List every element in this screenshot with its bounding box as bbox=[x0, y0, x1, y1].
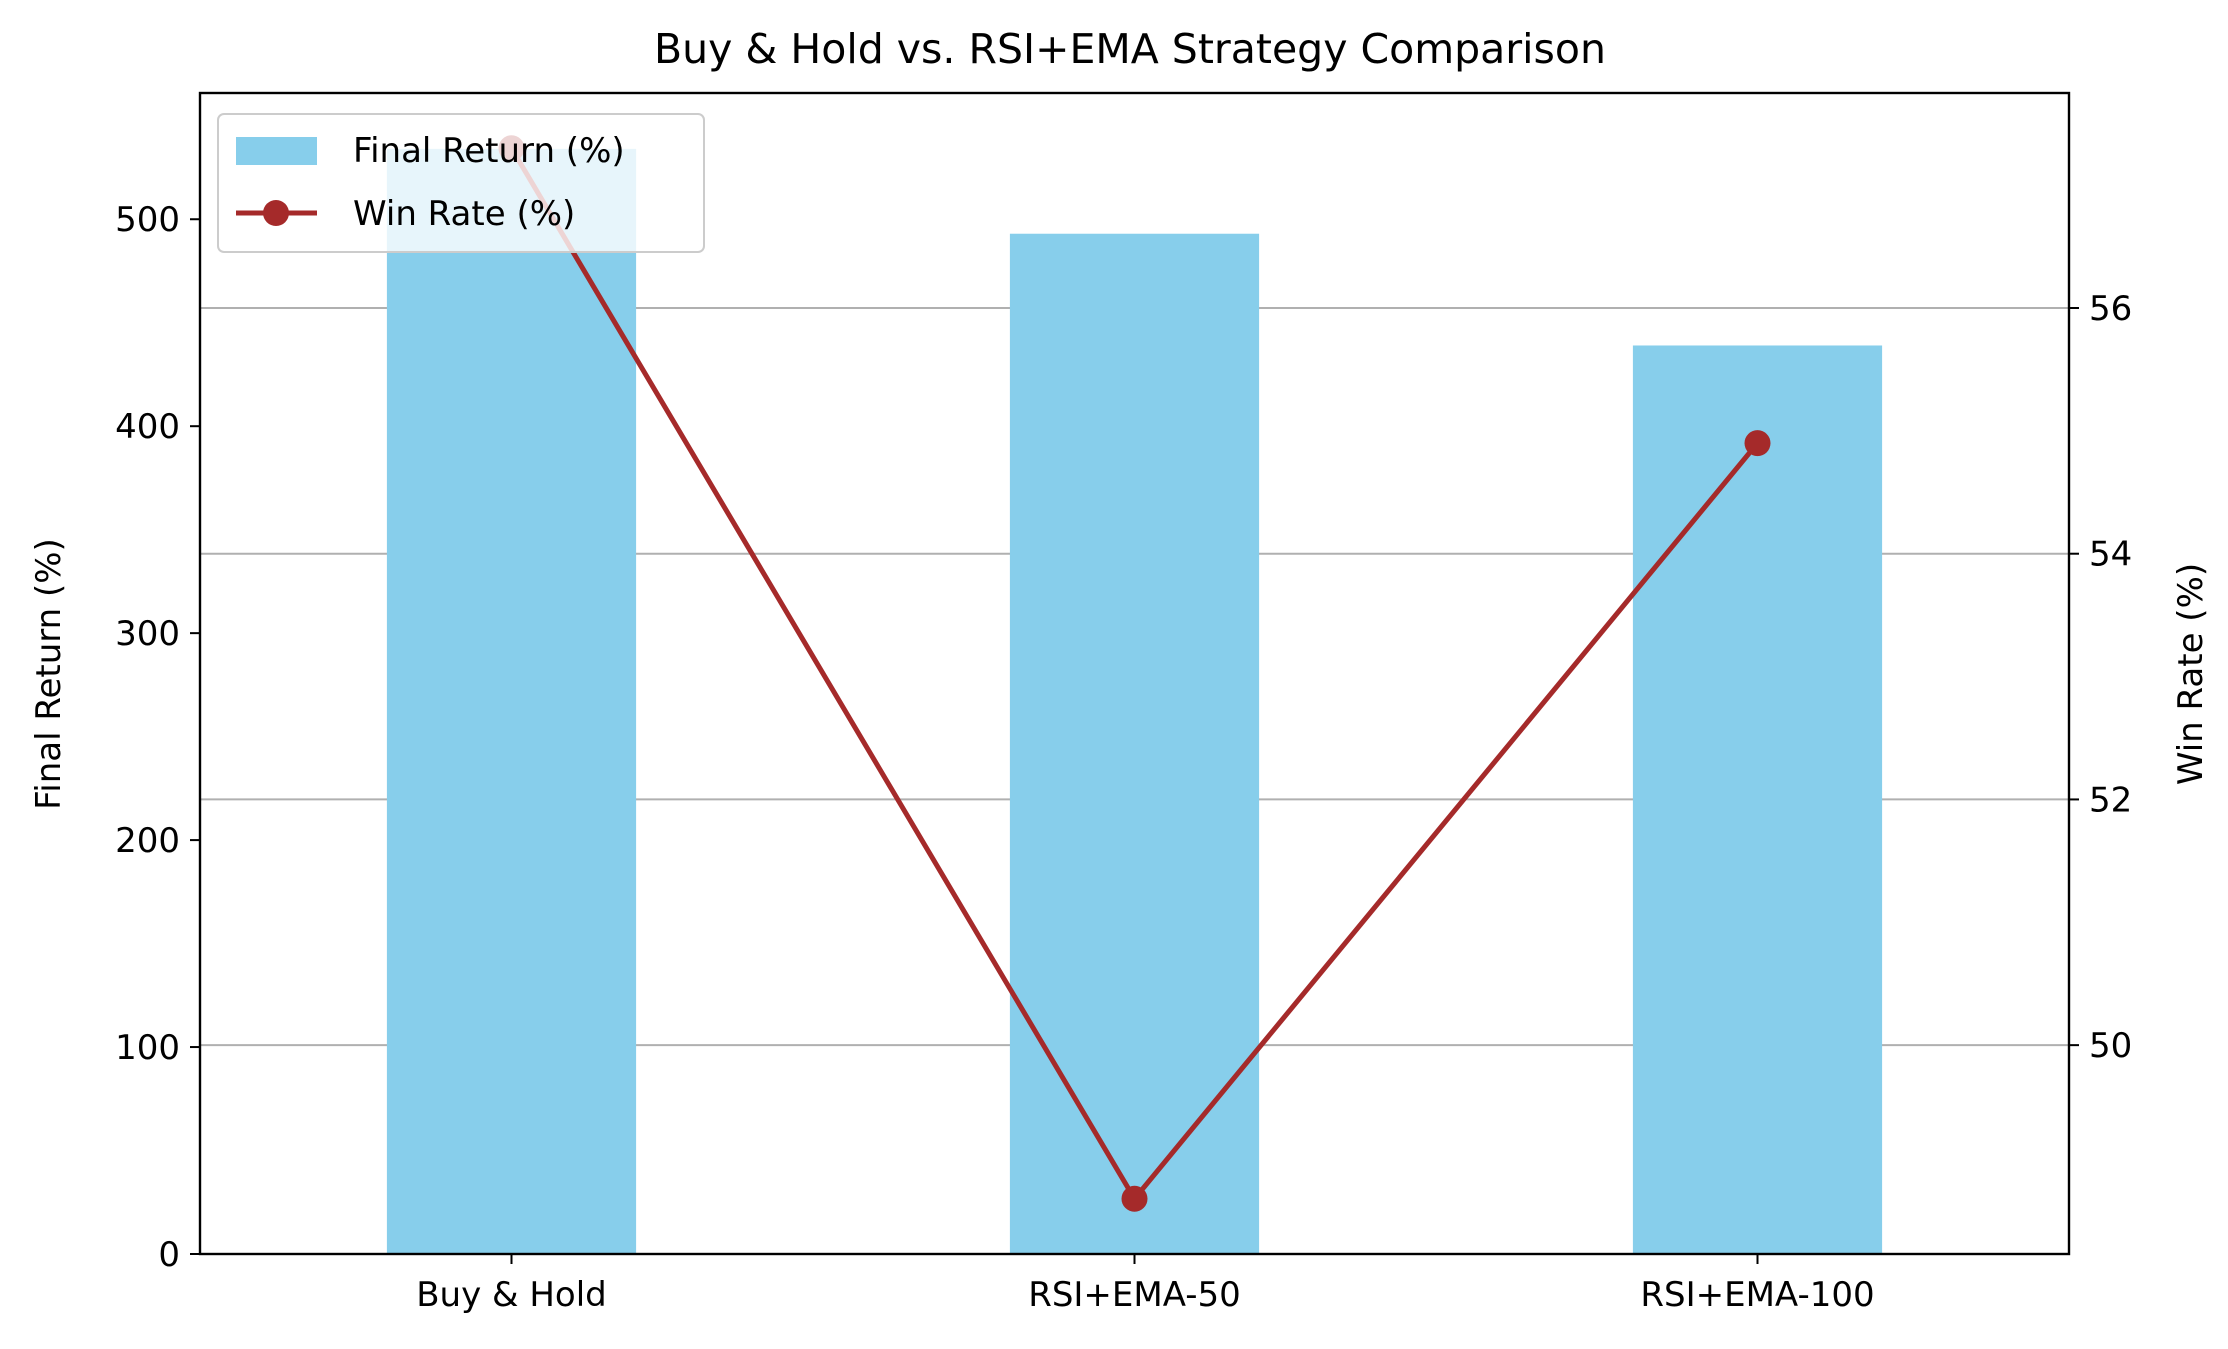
right-tick-label-56: 56 bbox=[2089, 289, 2132, 329]
legend-swatch-win-rate-marker bbox=[263, 200, 289, 226]
left-tick-label-300: 300 bbox=[115, 614, 180, 654]
legend-label-final-return: Final Return (%) bbox=[353, 131, 625, 171]
x-tick-label-buy-hold: Buy & Hold bbox=[416, 1275, 607, 1315]
left-tick-label-200: 200 bbox=[115, 821, 180, 861]
bar-series-final-return bbox=[386, 148, 1883, 1255]
legend-label-win-rate: Win Rate (%) bbox=[353, 194, 575, 234]
left-tick-label-100: 100 bbox=[115, 1028, 180, 1068]
right-tick-label-50: 50 bbox=[2089, 1026, 2132, 1066]
right-tick-label-52: 52 bbox=[2089, 780, 2132, 820]
left-tick-label-500: 500 bbox=[115, 200, 180, 240]
left-y-axis-title: Final Return (%) bbox=[29, 538, 69, 810]
left-y-axis: 0 100 200 300 400 500 bbox=[115, 200, 200, 1275]
legend: Final Return (%) Win Rate (%) bbox=[217, 113, 705, 253]
legend-swatch-final-return bbox=[236, 137, 317, 165]
chart-title: Buy & Hold vs. RSI+EMA Strategy Comparis… bbox=[654, 25, 1606, 73]
left-tick-label-400: 400 bbox=[115, 407, 180, 447]
right-y-axis-title: Win Rate (%) bbox=[2171, 563, 2211, 785]
win-rate-point-rsi-ema-100 bbox=[1744, 430, 1771, 457]
x-tick-label-rsi-ema-50: RSI+EMA-50 bbox=[1028, 1275, 1241, 1315]
right-y-axis: 50 52 54 56 bbox=[2069, 289, 2132, 1066]
bar-buy-hold bbox=[386, 148, 637, 1255]
bar-rsi-ema-50 bbox=[1009, 233, 1260, 1254]
bar-rsi-ema-100 bbox=[1632, 345, 1883, 1254]
win-rate-point-rsi-ema-50 bbox=[1121, 1185, 1148, 1212]
x-axis: Buy & Hold RSI+EMA-50 RSI+EMA-100 bbox=[416, 1254, 1875, 1315]
right-tick-label-54: 54 bbox=[2089, 535, 2132, 575]
x-tick-label-rsi-ema-100: RSI+EMA-100 bbox=[1640, 1275, 1874, 1315]
left-tick-label-0: 0 bbox=[158, 1235, 180, 1275]
legend-box bbox=[217, 113, 705, 253]
